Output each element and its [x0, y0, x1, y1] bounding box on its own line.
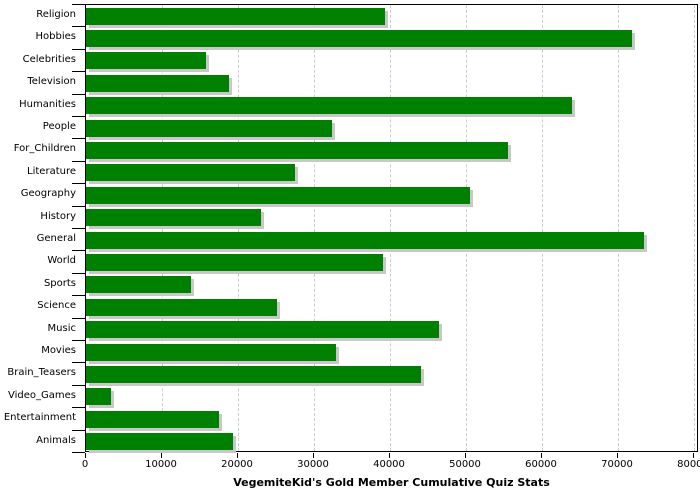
y-axis-tick: [72, 272, 85, 274]
category-label-science: Science: [37, 300, 76, 312]
category-label-video_games: Video_Games: [8, 389, 76, 401]
category-label-for_children: For_Children: [13, 143, 76, 155]
x-axis-tick-label: 50000: [449, 459, 481, 470]
bar-hobbies: [86, 29, 632, 47]
bar-sports: [86, 276, 191, 294]
y-axis-tick: [72, 183, 85, 185]
x-axis-tick: [85, 453, 86, 458]
x-axis-tick-label: 20000: [221, 459, 253, 470]
bar-people: [86, 119, 333, 137]
x-axis-tick: [465, 453, 466, 458]
x-axis-tick-label: 60000: [525, 459, 557, 470]
category-label-movies: Movies: [41, 345, 76, 356]
bar-geography: [86, 186, 470, 204]
x-axis-tick: [617, 453, 618, 458]
category-label-world: World: [47, 255, 76, 267]
y-axis-tick: [72, 26, 85, 28]
y-axis-tick: [72, 407, 85, 409]
gridline: [238, 5, 239, 451]
x-axis-tick: [313, 453, 314, 458]
x-axis-tick-label: 70000: [601, 459, 633, 470]
y-axis-tick: [72, 93, 85, 95]
category-label-humanities: Humanities: [19, 98, 76, 110]
y-axis-tick: [72, 160, 85, 162]
bar-animals: [86, 433, 233, 451]
bar-entertainment: [86, 410, 219, 428]
bar-television: [86, 74, 229, 92]
gridline: [694, 5, 695, 451]
bar-for_children: [86, 141, 508, 159]
bar-video_games: [86, 388, 112, 406]
x-axis-tick-label: 10000: [145, 459, 177, 470]
bar-brain_teasers: [86, 365, 422, 383]
y-axis-tick: [72, 228, 85, 229]
category-label-sports: Sports: [43, 277, 76, 289]
y-axis-tick: [72, 205, 85, 207]
bar-literature: [86, 164, 295, 182]
category-label-entertainment: Entertainment: [3, 412, 76, 424]
y-axis-tick: [72, 452, 85, 453]
category-label-brain_teasers: Brain_Teasers: [7, 367, 76, 379]
gridline: [542, 5, 543, 451]
category-label-celebrities: Celebrities: [22, 53, 76, 65]
chart-title: VegemiteKid's Gold Member Cumulative Qui…: [233, 476, 550, 489]
y-axis-tick: [72, 48, 85, 50]
x-axis-tick: [237, 453, 238, 458]
y-axis-tick: [72, 250, 85, 252]
category-label-religion: Religion: [36, 9, 76, 20]
category-label-television: Television: [27, 76, 76, 88]
x-axis-tick: [161, 453, 162, 458]
x-axis-tick: [541, 453, 542, 458]
bar-celebrities: [86, 52, 207, 70]
bar-religion: [86, 7, 385, 25]
x-axis-tick-label: 80000: [677, 459, 700, 470]
bar-science: [86, 298, 277, 316]
gridline: [314, 5, 315, 451]
category-label-hobbies: Hobbies: [35, 31, 76, 43]
y-axis-tick: [72, 4, 85, 5]
bar-music: [86, 321, 439, 339]
y-axis-tick: [72, 295, 85, 297]
bar-humanities: [86, 97, 572, 115]
y-axis-tick: [72, 71, 85, 73]
bar-general: [86, 231, 644, 249]
category-label-history: History: [40, 210, 76, 222]
bar-history: [86, 209, 261, 227]
gridline: [390, 5, 391, 451]
category-label-music: Music: [47, 322, 76, 334]
x-axis-tick-label: 0: [81, 459, 89, 470]
y-axis-tick: [72, 384, 85, 386]
x-axis-tick: [389, 453, 390, 458]
bar-world: [86, 253, 384, 271]
x-axis-tick: [693, 453, 694, 458]
bar-movies: [86, 343, 337, 361]
category-label-literature: Literature: [27, 165, 76, 177]
category-label-people: People: [42, 121, 76, 132]
gridline: [466, 5, 467, 451]
y-axis-tick: [72, 116, 85, 117]
plot-area: [85, 4, 698, 452]
category-label-animals: Animals: [36, 434, 76, 446]
x-axis-tick-label: 40000: [373, 459, 405, 470]
category-label-general: General: [36, 233, 76, 244]
gridline: [162, 5, 163, 451]
y-axis-tick: [72, 362, 85, 364]
y-axis-tick: [72, 317, 85, 319]
y-axis-tick: [72, 138, 85, 140]
y-axis-tick: [72, 340, 85, 341]
x-axis-tick-label: 30000: [297, 459, 329, 470]
category-label-geography: Geography: [20, 188, 76, 200]
gridline: [618, 5, 619, 451]
y-axis-tick: [72, 429, 85, 431]
